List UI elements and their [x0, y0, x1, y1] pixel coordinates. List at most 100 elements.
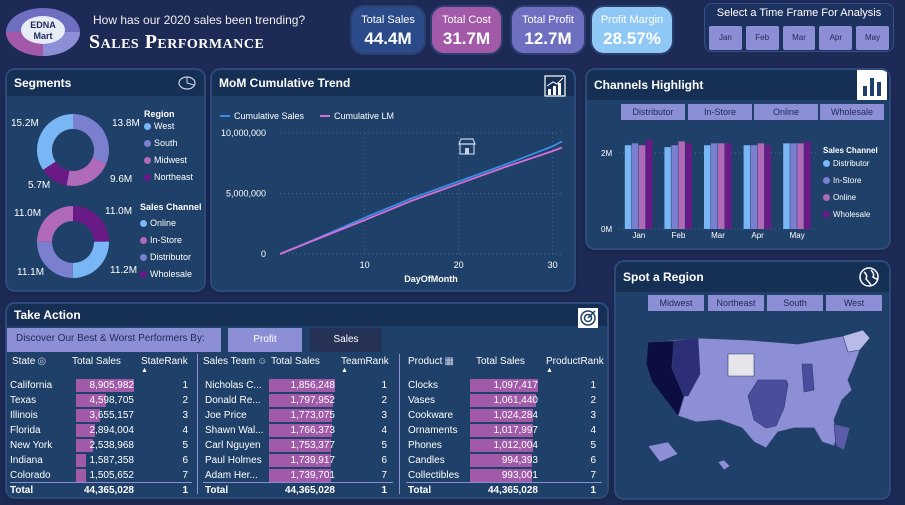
column-header[interactable]: TeamRank ▲	[341, 356, 389, 374]
bar[interactable]	[704, 145, 711, 229]
table-row[interactable]: Colorado 1,505,652 7	[10, 468, 192, 483]
region-filter-button[interactable]: South	[767, 295, 823, 311]
table-row[interactable]: Vases 1,061,440 2	[406, 393, 602, 408]
table-row[interactable]: Collectibles 993,001 7	[406, 468, 602, 483]
region-donut[interactable]	[37, 114, 109, 186]
bar[interactable]	[711, 143, 718, 229]
region-value-south: 13.8M	[112, 118, 140, 129]
region-legend-item[interactable]: West	[144, 121, 174, 131]
table-row[interactable]: Candles 994,393 6	[406, 453, 602, 468]
table-row[interactable]: Clocks 1,097,417 1	[406, 378, 602, 393]
table-row[interactable]: California 8,905,982 1	[10, 378, 192, 393]
bar[interactable]	[685, 143, 692, 229]
sales-data-bar	[470, 439, 533, 452]
channel-donut[interactable]	[37, 206, 109, 278]
column-header[interactable]: Sales Team ☺	[203, 356, 267, 367]
table-row[interactable]: New York 2,538,968 5	[10, 438, 192, 453]
channels-legend-item[interactable]: Online	[823, 193, 856, 202]
table-row[interactable]: Adam Her... 1,739,701 7	[203, 468, 393, 483]
column-header[interactable]: StateRank ▲	[141, 356, 188, 374]
table-row[interactable]: Ornaments 1,017,997 4	[406, 423, 602, 438]
region-legend-item[interactable]: South	[144, 138, 178, 148]
bar[interactable]	[797, 143, 804, 229]
tab-sales[interactable]: Sales	[310, 328, 382, 352]
kpi-value: 12.7M	[524, 29, 572, 48]
region-slice[interactable]	[73, 114, 109, 164]
table-row[interactable]: Joe Price 1,773,075 3	[203, 408, 393, 423]
bar[interactable]	[743, 145, 751, 229]
region-legend-item[interactable]: Northeast	[144, 172, 193, 182]
channel-slice[interactable]	[37, 241, 73, 278]
channel-legend-item[interactable]: Online	[140, 218, 176, 228]
bar[interactable]	[664, 147, 671, 229]
table-row[interactable]: Texas 4,598,705 2	[10, 393, 192, 408]
table-row[interactable]: Shawn Wal... 1,766,373 4	[203, 423, 393, 438]
table-row[interactable]: Cookware 1,024,284 3	[406, 408, 602, 423]
table-row[interactable]: Florida 2,894,004 4	[10, 423, 192, 438]
column-header[interactable]: Total Sales	[271, 356, 320, 367]
bar[interactable]	[783, 143, 790, 229]
region-slice[interactable]	[37, 114, 73, 170]
month-button[interactable]: Apr	[819, 26, 853, 50]
bar[interactable]	[757, 143, 765, 229]
column-header[interactable]: Total Sales	[476, 356, 525, 367]
channel-filter-button[interactable]: In-Store	[688, 104, 752, 120]
table-cell: 1,587,358	[89, 455, 135, 466]
channel-legend-item[interactable]: Wholesale	[140, 269, 192, 279]
channel-legend-item[interactable]: Distributor	[140, 252, 191, 262]
month-button[interactable]: Feb	[745, 26, 779, 50]
table-row[interactable]: Paul Holmes 1,739,917 6	[203, 453, 393, 468]
channels-legend-item[interactable]: Distributor	[823, 159, 869, 168]
column-header[interactable]: Total Sales	[72, 356, 121, 367]
mom-line-chart[interactable]: 0 5,000,000 10,000,000 10 20 30 DayOfMonth Cumu…	[212, 70, 574, 290]
region-slice[interactable]	[42, 161, 70, 186]
bar[interactable]	[804, 141, 811, 229]
region-legend-item[interactable]: Midwest	[144, 155, 187, 165]
column-header[interactable]: Product ▦	[408, 356, 454, 367]
bar[interactable]	[718, 143, 725, 229]
table-cell: Indiana	[10, 455, 43, 466]
channel-slice[interactable]	[72, 241, 109, 278]
channel-slice[interactable]	[73, 206, 109, 242]
channel-filter-button[interactable]: Online	[754, 104, 818, 120]
bar[interactable]	[750, 145, 758, 229]
bar[interactable]	[671, 145, 678, 229]
channel-filter-button[interactable]: Distributor	[621, 104, 685, 120]
bar[interactable]	[645, 139, 653, 229]
region-filter-button[interactable]: West	[826, 295, 882, 311]
bar[interactable]	[790, 143, 797, 229]
series-line[interactable]	[279, 146, 563, 255]
us-region-map[interactable]	[638, 324, 888, 474]
table-row[interactable]: Donald Re... 1,797,952 2	[203, 393, 393, 408]
channels-bar-chart[interactable]: 0M 2M Jan Feb Mar Apr May	[587, 70, 889, 248]
column-header[interactable]: State ◎	[12, 356, 46, 367]
bar[interactable]	[764, 145, 772, 229]
channel-legend-item[interactable]: In-Store	[140, 235, 182, 245]
bar-chart-icon	[857, 70, 887, 105]
texas-region[interactable]	[747, 379, 789, 429]
channel-slice[interactable]	[37, 206, 73, 242]
take-action-panel: Take Action Discover Our Best & Worst Pe…	[7, 304, 607, 497]
region-filter-button[interactable]: Midwest	[648, 295, 704, 311]
table-cell: Carl Nguyen	[205, 440, 261, 451]
channels-legend-item[interactable]: Wholesale	[823, 210, 870, 219]
table-row[interactable]: Phones 1,012,004 5	[406, 438, 602, 453]
table-row[interactable]: Illinois 3,655,157 3	[10, 408, 192, 423]
bar[interactable]	[678, 141, 685, 229]
table-row[interactable]: Indiana 1,587,358 6	[10, 453, 192, 468]
channel-filter-button[interactable]: Wholesale	[820, 104, 884, 120]
bar[interactable]	[624, 145, 632, 229]
month-button[interactable]: Jan	[709, 26, 742, 50]
tab-profit[interactable]: Profit	[228, 328, 302, 352]
table-row[interactable]: Carl Nguyen 1,753,377 5	[203, 438, 393, 453]
region-slice[interactable]	[66, 157, 107, 186]
month-button[interactable]: Mar	[782, 26, 816, 50]
channels-legend-item[interactable]: In-Store	[823, 176, 861, 185]
bar[interactable]	[725, 143, 732, 229]
region-filter-button[interactable]: Northeast	[708, 295, 764, 311]
month-button[interactable]: May	[856, 26, 889, 50]
bar[interactable]	[631, 143, 639, 229]
table-row[interactable]: Nicholas C... 1,856,248 1	[203, 378, 393, 393]
column-header[interactable]: ProductRank ▲	[546, 356, 604, 374]
bar[interactable]	[638, 145, 646, 229]
